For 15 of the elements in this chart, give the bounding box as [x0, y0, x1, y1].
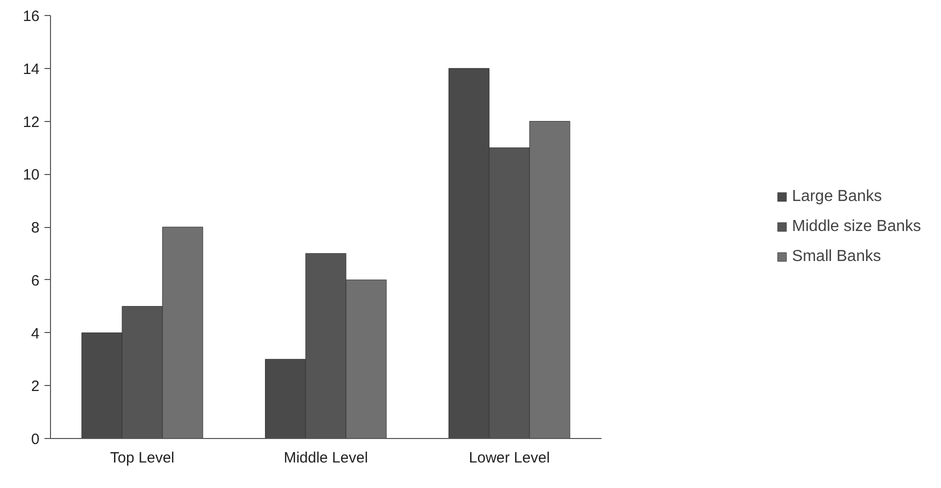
y-tick-label: 0 — [31, 431, 40, 448]
y-tick-label: 16 — [22, 8, 40, 25]
y-tick-label: 6 — [31, 272, 40, 290]
x-tick-label: Lower Level — [468, 450, 550, 466]
y-tick-label: 2 — [31, 378, 40, 396]
x-tick-label: Middle Level — [284, 450, 368, 466]
legend-label: Middle size Banks — [792, 218, 921, 236]
y-tick-label: 8 — [31, 220, 40, 236]
legend-label: Small Banks — [792, 248, 881, 266]
x-tick-label: Top Level — [110, 450, 174, 466]
y-tick-label: 4 — [31, 325, 40, 342]
legend-label: Large Banks — [792, 188, 882, 206]
y-tick-label: 12 — [22, 114, 40, 131]
y-tick-label: 10 — [22, 166, 40, 184]
y-tick-label: 14 — [22, 60, 40, 78]
